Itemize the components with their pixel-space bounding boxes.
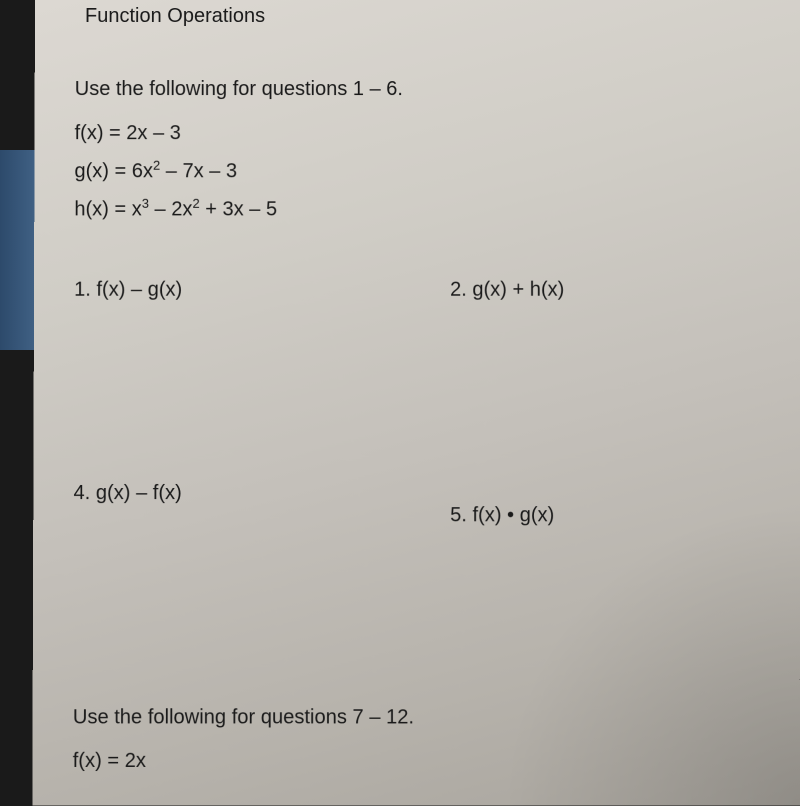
function-g-definition: g(x) = 6x2 – 7x – 3 (74, 160, 237, 183)
function-f-definition-2: f(x) = 2x (73, 750, 146, 773)
function-h-definition: h(x) = x3 – 2x2 + 3x – 5 (74, 198, 277, 221)
question-1: 1. f(x) – g(x) (74, 279, 182, 302)
h-suffix: + 3x – 5 (200, 198, 277, 220)
question-2: 2. g(x) + h(x) (450, 279, 564, 302)
h-mid: – 2x (149, 198, 192, 220)
g-exponent-2: 2 (153, 158, 160, 173)
g-mid: – 7x – 3 (160, 160, 237, 182)
g-prefix: g(x) = 6x (74, 160, 153, 182)
function-f-definition: f(x) = 2x – 3 (75, 122, 181, 145)
question-4: 4. g(x) – f(x) (73, 482, 181, 505)
section-heading: Function Operations (85, 5, 265, 28)
worksheet-paper: Function Operations Use the following fo… (32, 0, 800, 806)
h-prefix: h(x) = x (74, 198, 141, 220)
instructions-7-12: Use the following for questions 7 – 12. (73, 706, 414, 729)
instructions-1-6: Use the following for questions 1 – 6. (75, 78, 403, 101)
question-5: 5. f(x) • g(x) (450, 504, 554, 527)
paper-shadow (500, 502, 800, 805)
